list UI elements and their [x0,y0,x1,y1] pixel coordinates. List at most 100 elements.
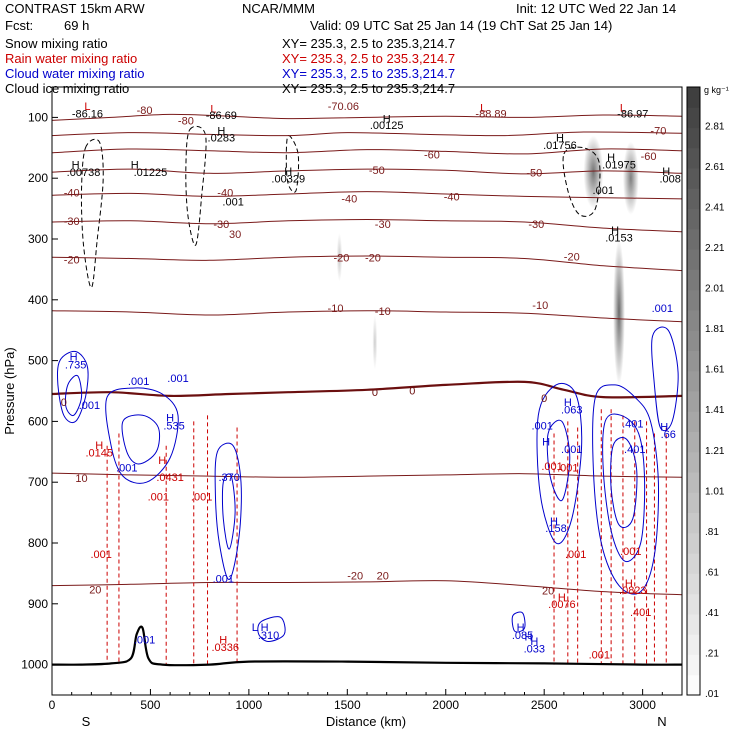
y-tick-label: 400 [28,293,48,307]
colorbar-tick-label: 2.41 [705,203,725,214]
contour-label: -80 [137,105,153,117]
contour-label: H [217,125,225,137]
contour-label: .001 [91,549,112,561]
colorbar-unit: g kg⁻¹ [704,85,729,95]
cloud-ice-contour [185,125,207,246]
contour-label: .001 [213,574,234,586]
contour-label: H [607,152,615,164]
colorbar-bin [687,411,700,433]
field-xy: XY= 235.3, 2.5 to 235.3,214.7 [282,51,456,66]
contour-label: -20 [365,252,381,264]
y-axis-label: Pressure (hPa) [2,347,17,434]
colorbar-bin [687,168,700,189]
contour-label: H [564,397,572,409]
contour-label: .00738 [67,167,101,179]
contour-label: .001 [557,462,578,474]
colorbar: 2.81 2.61 2.41 2.21 2.01 1.81 1.61 1.41 1.21 1.01… [686,85,729,700]
contour-label: 0 [372,387,378,399]
cloud-water-contour [56,350,89,424]
contour-label: .401 [622,418,643,430]
contour-label: .0145 [85,448,113,460]
fcst-value: 69 h [64,18,90,33]
field-xy: XY= 235.3, 2.5 to 235.3,214.7 [282,81,456,96]
colorbar-bin [687,330,700,351]
contour-label: .00329 [271,173,305,185]
y-tick-label: 600 [28,414,48,428]
x-tick-label: 1000 [236,698,263,712]
contour-label: .001 [134,634,155,646]
contour-label: 0 [409,386,415,398]
contour-label: .0153 [605,232,633,244]
temperature-contour [52,310,682,323]
x-tick-label: 2000 [432,698,459,712]
contour-label: -50 [369,165,385,177]
colorbar-bin [687,512,700,534]
snow-shading-layer [336,135,639,385]
colorbar-bin [687,593,700,615]
colorbar-bin [687,654,700,676]
colorbar-tick-label: 1.81 [705,324,725,335]
temperature-contour [52,580,682,596]
contour-label: H [550,516,558,528]
contour-label: .310 [258,630,279,642]
colorbar-bin [687,674,700,696]
contour-label: .001 [222,197,243,209]
fcst-label: Fcst: [5,18,34,33]
contour-label: -40 [341,194,357,206]
field-name: Rain water mixing ratio [5,51,138,66]
snow-shade-blob [613,239,625,385]
cloud-ice-contour [562,146,601,217]
cloud-water-contour [536,382,583,545]
contour-label: .001 [565,549,586,561]
cloud-water-layer [56,326,679,643]
cloud-water-contour [214,442,242,581]
contour-label: H [383,113,391,125]
colorbar-bin [687,289,700,311]
x-axis-label: Distance (km) [326,714,406,729]
colorbar-frame [686,86,701,696]
contour-label: .001 [532,420,553,432]
contour-label: -30 [528,219,544,231]
temperature-contour [52,148,682,155]
colorbar-bin [687,87,700,108]
contour-label: -40 [64,187,80,199]
contour-label: -20 [564,251,580,263]
snow-shade-blob [336,232,343,282]
header: CONTRAST 15km ARW NCAR/MMM Init: 12 UTC … [0,0,740,100]
contour-label: H [662,166,670,178]
colorbar-tick-label: .21 [705,648,719,659]
contour-label: -60 [424,150,440,162]
contour-label: .033 [524,643,545,655]
contour-label: 30 [229,229,241,241]
contour-label: .66 [661,429,676,441]
colorbar-bin [687,431,700,453]
contour-label: H [261,622,269,634]
contour-label: H [530,636,538,648]
contour-label: -20 [333,252,349,264]
valid-time: Valid: 09 UTC Sat 25 Jan 14 (19 ChT Sat … [310,18,613,33]
contour-label: -60 [641,151,657,163]
temperature-contour [52,472,682,478]
colorbar-tick-label: 1.61 [705,365,725,376]
center-title: NCAR/MMM [242,1,315,16]
cloud-water-contour [602,413,646,563]
contour-label: 20 [377,570,389,582]
x-tick-label: 2500 [531,698,558,712]
field-name: Cloud ice mixing ratio [5,81,130,96]
contour-label: H [72,159,80,171]
contour-label: .001 [128,376,149,388]
colorbar-bin [687,309,700,331]
colorbar-tick-label: 2.81 [705,122,725,133]
colorbar-bin [687,532,700,554]
x-tick-label: 0 [49,698,56,712]
contour-label: -86.97 [617,108,648,120]
y-tick-label: 200 [28,171,48,185]
contour-label: -10 [328,303,344,315]
colorbar-bin [687,147,700,169]
contour-label: .001 [620,546,641,558]
contour-label: .370 [218,472,239,484]
contour-label: .001 [148,491,169,503]
cloud-water-contour [546,419,571,502]
colorbar-tick-label: .81 [705,527,719,538]
